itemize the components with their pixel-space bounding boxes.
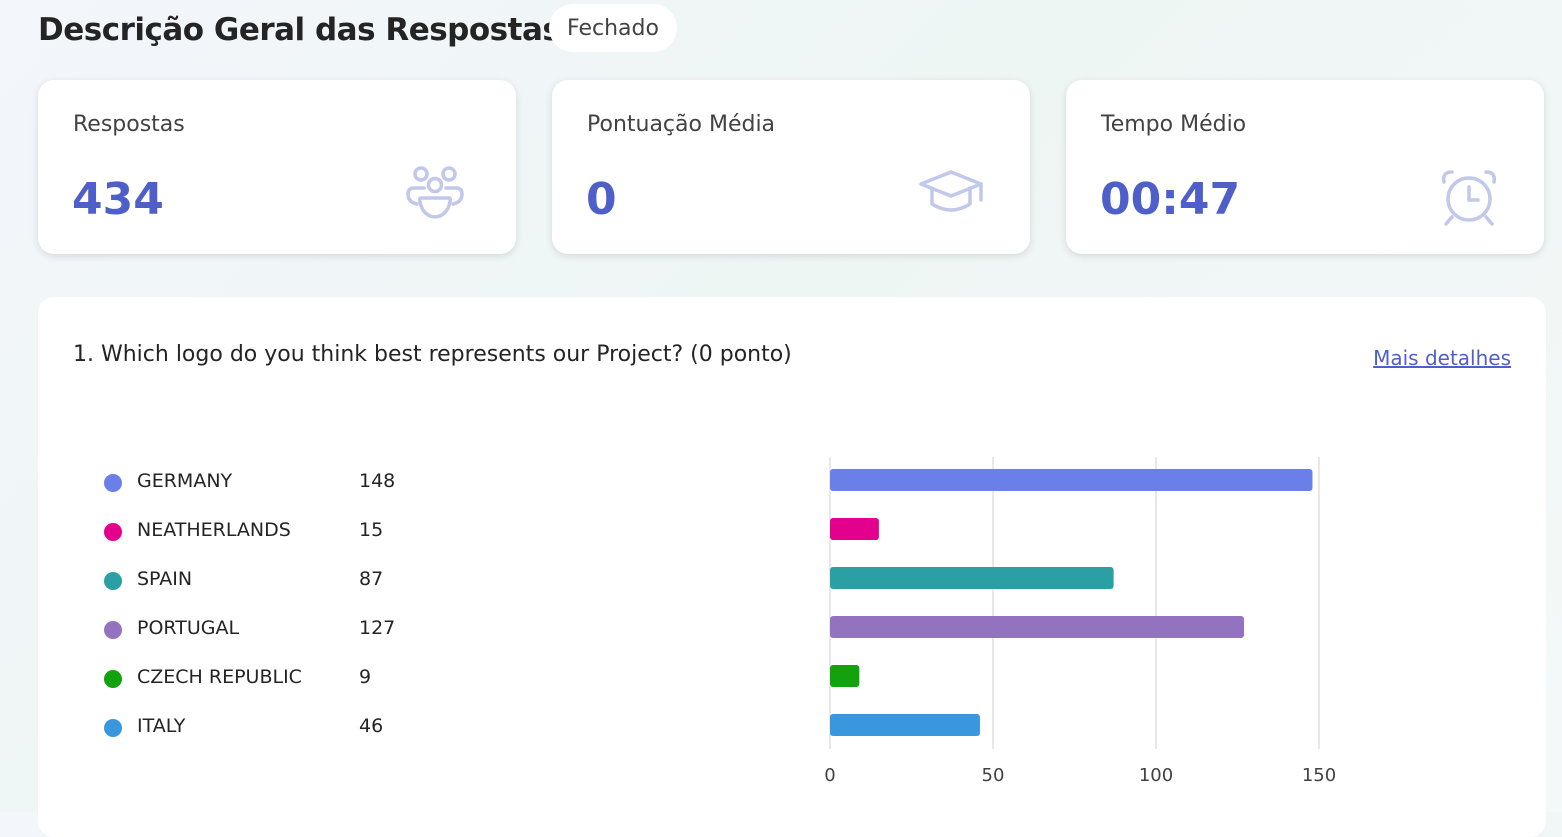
bar-portugal[interactable] xyxy=(830,616,1245,638)
stat-value: 434 xyxy=(72,174,164,225)
chart-legend: GERMANY 148 NEATHERLANDS 15 SPAIN 87 POR… xyxy=(104,468,424,762)
question-title: 1. Which logo do you think best represen… xyxy=(73,342,792,367)
people-icon xyxy=(406,166,464,219)
legend-count: 148 xyxy=(359,470,396,492)
legend-label: SPAIN xyxy=(137,568,193,590)
legend-label: CZECH REPUBLIC xyxy=(137,666,302,688)
legend-label: ITALY xyxy=(137,715,186,737)
legend-dot xyxy=(104,474,122,492)
legend-count: 46 xyxy=(359,715,384,737)
legend-dot xyxy=(104,719,122,737)
stat-card-responses: Respostas 434 xyxy=(38,80,516,254)
status-badge: Fechado xyxy=(549,4,677,52)
page-title: Descrição Geral das Respostas xyxy=(38,12,561,48)
stat-card-average-score: Pontuação Média 0 xyxy=(552,80,1030,254)
stat-value: 0 xyxy=(586,174,617,225)
legend-item: GERMANY 148 xyxy=(104,468,424,517)
x-tick-label: 50 xyxy=(982,765,1005,786)
stat-label: Tempo Médio xyxy=(1101,112,1247,137)
x-tick-label: 0 xyxy=(824,765,835,786)
legend-dot xyxy=(104,572,122,590)
legend-dot xyxy=(104,523,122,541)
bar-italy[interactable] xyxy=(830,714,980,736)
legend-count: 127 xyxy=(359,617,396,639)
bar-spain[interactable] xyxy=(830,567,1114,589)
legend-count: 15 xyxy=(359,519,384,541)
legend-dot xyxy=(104,670,122,688)
bar-germany[interactable] xyxy=(830,469,1313,491)
alarm-clock-icon xyxy=(1441,170,1497,226)
legend-item: SPAIN 87 xyxy=(104,566,424,615)
x-tick-label: 100 xyxy=(1139,765,1173,786)
question-card: 1. Which logo do you think best represen… xyxy=(38,297,1546,837)
legend-item: CZECH REPUBLIC 9 xyxy=(104,664,424,713)
legend-item: NEATHERLANDS 15 xyxy=(104,517,424,566)
legend-item: PORTUGAL 127 xyxy=(104,615,424,664)
legend-dot xyxy=(104,621,122,639)
stat-card-average-time: Tempo Médio 00:47 xyxy=(1066,80,1544,254)
stat-label: Respostas xyxy=(73,112,185,137)
bar-chart: 0 50 100 150 xyxy=(824,457,1336,786)
stat-label: Pontuação Média xyxy=(587,112,776,137)
bar-neatherlands[interactable] xyxy=(830,518,879,540)
bar-czech-republic[interactable] xyxy=(830,665,860,687)
legend-label: PORTUGAL xyxy=(137,617,240,639)
x-tick-label: 150 xyxy=(1302,765,1336,786)
legend-item: ITALY 46 xyxy=(104,713,424,762)
stat-value: 00:47 xyxy=(1100,174,1241,225)
legend-count: 87 xyxy=(359,568,384,590)
graduation-cap-icon xyxy=(919,170,983,212)
legend-count: 9 xyxy=(359,666,372,688)
legend-label: GERMANY xyxy=(137,470,233,492)
more-details-link[interactable]: Mais detalhes xyxy=(1373,346,1511,370)
legend-label: NEATHERLANDS xyxy=(137,519,291,541)
